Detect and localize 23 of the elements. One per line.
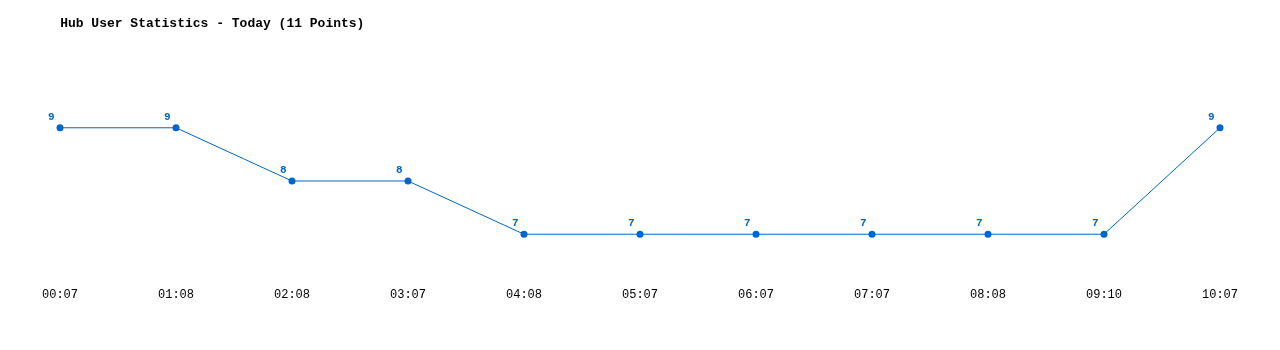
data-label: 7 — [860, 217, 867, 230]
data-label: 7 — [976, 217, 983, 230]
x-tick-label: 06:07 — [737, 288, 775, 302]
data-label: 9 — [48, 110, 55, 123]
x-tick-label: 03:07 — [389, 288, 427, 302]
x-tick-label: 07:07 — [853, 288, 891, 302]
data-label: 9 — [164, 110, 171, 123]
x-tick-label: 10:07 — [1201, 288, 1239, 302]
x-tick-label: 00:07 — [41, 288, 79, 302]
data-label: 7 — [744, 217, 751, 230]
x-tick-label: 09:10 — [1085, 288, 1123, 302]
x-tick-label: 02:08 — [273, 288, 311, 302]
data-label: 8 — [280, 163, 288, 176]
data-label: 7 — [512, 217, 519, 230]
data-label: 9 — [1208, 110, 1215, 123]
x-tick-label: 05:07 — [621, 288, 659, 302]
data-label: 8 — [396, 163, 404, 176]
x-tick-label: 04:08 — [505, 288, 543, 302]
x-tick-label: 08:08 — [969, 288, 1007, 302]
chart-title: Hub User Statistics - Today (11 Points) — [60, 15, 365, 31]
data-label: 7 — [1092, 217, 1099, 230]
x-tick-label: 01:08 — [157, 288, 195, 302]
data-label: 7 — [628, 217, 635, 230]
